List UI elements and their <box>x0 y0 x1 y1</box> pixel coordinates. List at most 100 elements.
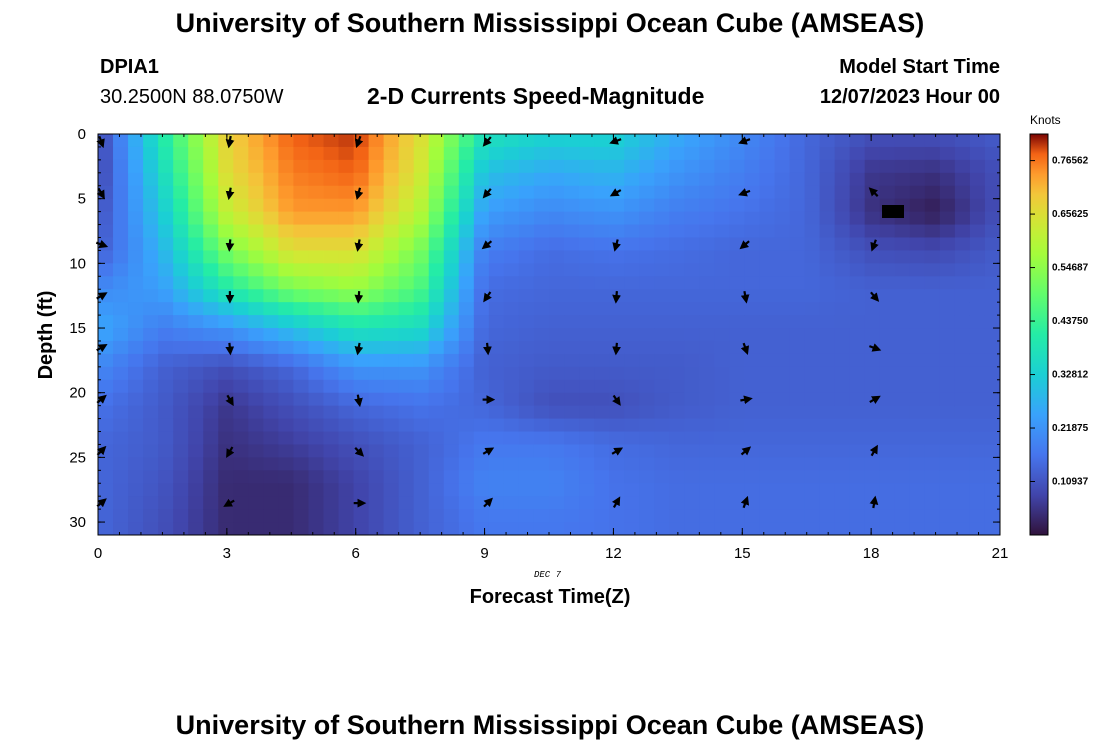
heatmap-cell <box>458 276 475 290</box>
current-vector-arrow <box>96 445 107 456</box>
current-vector-arrow <box>738 136 751 145</box>
heatmap-cell <box>909 302 926 316</box>
heatmap-cell <box>969 134 986 148</box>
heatmap-cell <box>383 134 400 148</box>
heatmap-cell <box>624 276 640 290</box>
heatmap-cell <box>714 483 730 497</box>
heatmap-cell <box>789 198 806 213</box>
heatmap-cell <box>684 224 700 239</box>
heatmap-cell <box>624 172 640 187</box>
heatmap-cell <box>594 522 610 535</box>
heatmap-cell <box>458 496 475 510</box>
heatmap-cell <box>143 134 159 148</box>
heatmap-cell <box>353 263 370 277</box>
heatmap-cell <box>579 159 595 174</box>
heatmap-cell <box>579 211 595 226</box>
heatmap-cell <box>503 134 520 148</box>
heatmap-cell <box>879 289 896 303</box>
heatmap-cell <box>533 483 550 497</box>
heatmap-cell <box>909 457 926 471</box>
chart-title-top: University of Southern Mississippi Ocean… <box>175 8 925 38</box>
heatmap-cell <box>849 211 866 226</box>
heatmap-cell <box>293 172 310 187</box>
heatmap-cell <box>248 483 264 497</box>
heatmap-cell <box>609 379 625 394</box>
heatmap-cell <box>789 483 806 497</box>
heatmap-cell <box>353 470 370 484</box>
heatmap-cell <box>218 418 234 433</box>
heatmap-cell <box>909 496 926 510</box>
heatmap-cell <box>398 159 415 174</box>
heatmap-cell <box>263 250 279 264</box>
heatmap-cell <box>594 237 610 252</box>
heatmap-cell <box>218 366 234 381</box>
heatmap-cell <box>639 185 655 200</box>
heatmap-cell <box>428 392 445 407</box>
heatmap-cell <box>879 276 896 290</box>
heatmap-cell <box>413 522 430 535</box>
heatmap-cell <box>353 522 370 535</box>
heatmap-cell <box>203 263 219 277</box>
heatmap-cell <box>819 250 836 264</box>
heatmap-cell <box>894 444 911 458</box>
heatmap-cell <box>714 431 730 446</box>
heatmap-cell <box>594 509 610 523</box>
heatmap-cell <box>699 159 715 174</box>
heatmap-cell <box>413 185 430 200</box>
heatmap-cell <box>804 444 821 458</box>
heatmap-cell <box>413 159 430 174</box>
heatmap-cell <box>203 340 219 355</box>
heatmap-cell <box>128 302 144 316</box>
heatmap-cell <box>654 457 670 471</box>
heatmap-cell <box>924 276 941 290</box>
heatmap-cell <box>594 457 610 471</box>
heatmap-cell <box>894 146 911 161</box>
heatmap-cell <box>654 263 670 277</box>
heatmap-cell <box>579 237 595 252</box>
heatmap-cell <box>564 198 580 213</box>
heatmap-cell <box>669 328 685 342</box>
heatmap-cell <box>954 340 971 355</box>
heatmap-cell <box>609 405 625 420</box>
heatmap-cell <box>609 483 625 497</box>
heatmap-cell <box>714 509 730 523</box>
heatmap-cell <box>624 315 640 329</box>
heatmap-cell <box>128 224 144 239</box>
heatmap-cell <box>353 353 370 368</box>
heatmap-cell <box>759 418 776 433</box>
heatmap-cell <box>383 224 400 239</box>
heatmap-cell <box>984 496 1000 510</box>
heatmap-cell <box>669 172 685 187</box>
heatmap-cell <box>939 431 956 446</box>
heatmap-cell <box>248 353 264 368</box>
heatmap-cell <box>98 198 114 213</box>
heatmap-cell <box>203 211 219 226</box>
heatmap-cell <box>398 328 415 342</box>
heatmap-cell <box>98 379 114 394</box>
heatmap-cell <box>579 418 595 433</box>
heatmap-cell <box>368 392 385 407</box>
colorbar-gradient <box>1029 133 1049 536</box>
heatmap-cell <box>864 134 881 148</box>
heatmap-cell <box>744 509 761 523</box>
heatmap-cell <box>909 509 926 523</box>
heatmap-cell <box>849 159 866 174</box>
heatmap-cell <box>729 483 746 497</box>
heatmap-cell <box>594 496 610 510</box>
heatmap-cell <box>729 470 746 484</box>
heatmap-cell <box>984 457 1000 471</box>
heatmap-cell <box>113 405 129 420</box>
heatmap-cell <box>173 159 189 174</box>
heatmap-cell <box>759 340 776 355</box>
heatmap-cell <box>654 522 670 535</box>
y-tick-label: 0 <box>78 126 86 143</box>
heatmap-cell <box>353 405 370 420</box>
heatmap-cell <box>624 224 640 239</box>
heatmap-cell <box>924 159 941 174</box>
heatmap-cell <box>669 496 685 510</box>
heatmap-cell <box>909 405 926 420</box>
heatmap-cell <box>594 418 610 433</box>
heatmap-cell <box>639 315 655 329</box>
heatmap-cell <box>924 366 941 381</box>
current-vector-arrow <box>354 394 363 408</box>
